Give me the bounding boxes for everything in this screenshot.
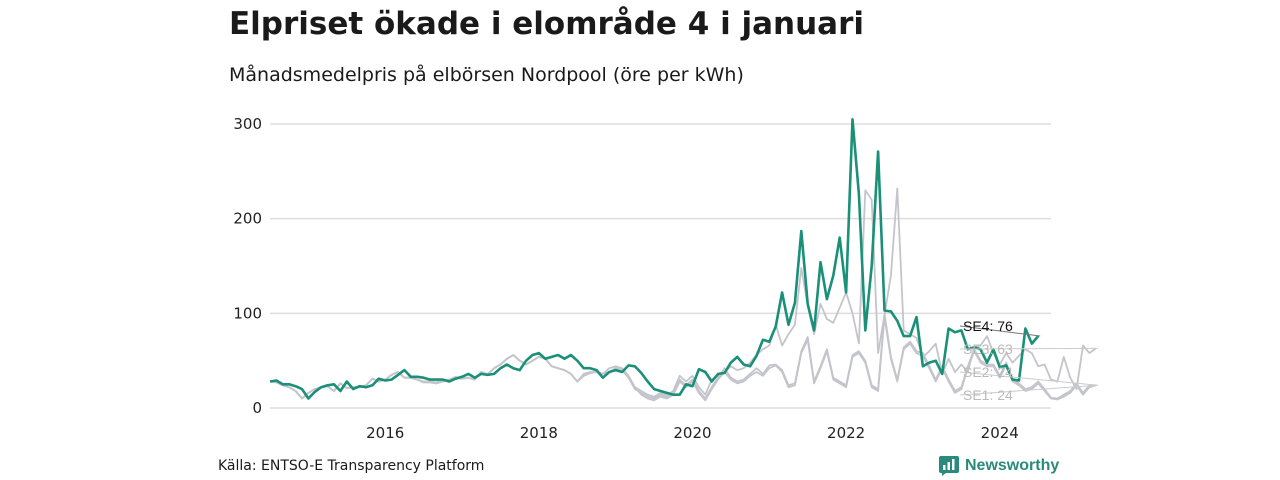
brand-name: Newsworthy	[965, 457, 1059, 475]
x-tick-label: 2020	[673, 424, 711, 442]
newsworthy-logo-icon	[939, 456, 959, 476]
end-label-se2: SE2: 24	[963, 364, 1013, 380]
gridlines	[270, 124, 1051, 408]
y-tick-label: 100	[233, 304, 262, 322]
line-chart: 0 100 200 300 2016 2018 2020 2022 2024 SE1: 24 S…	[0, 0, 1280, 480]
x-tick-label: 2024	[981, 424, 1019, 442]
y-tick-label: 200	[233, 210, 262, 228]
series-lines	[270, 119, 1096, 400]
x-tick-label: 2018	[520, 424, 558, 442]
y-tick-label: 0	[252, 399, 262, 417]
source-note: Källa: ENTSO-E Transparency Platform	[218, 458, 484, 474]
brand-logo[interactable]: Newsworthy	[939, 456, 1059, 476]
x-tick-label: 2016	[366, 424, 404, 442]
y-axis-ticks: 0 100 200 300	[233, 115, 262, 417]
end-label-se4: SE4: 76	[963, 318, 1013, 334]
y-tick-label: 300	[233, 115, 262, 133]
x-axis-ticks: 2016 2018 2020 2022 2024	[366, 424, 1019, 442]
end-label-se3: SE3: 63	[963, 341, 1013, 357]
x-tick-label: 2022	[827, 424, 865, 442]
end-label-se1: SE1: 24	[963, 387, 1013, 403]
